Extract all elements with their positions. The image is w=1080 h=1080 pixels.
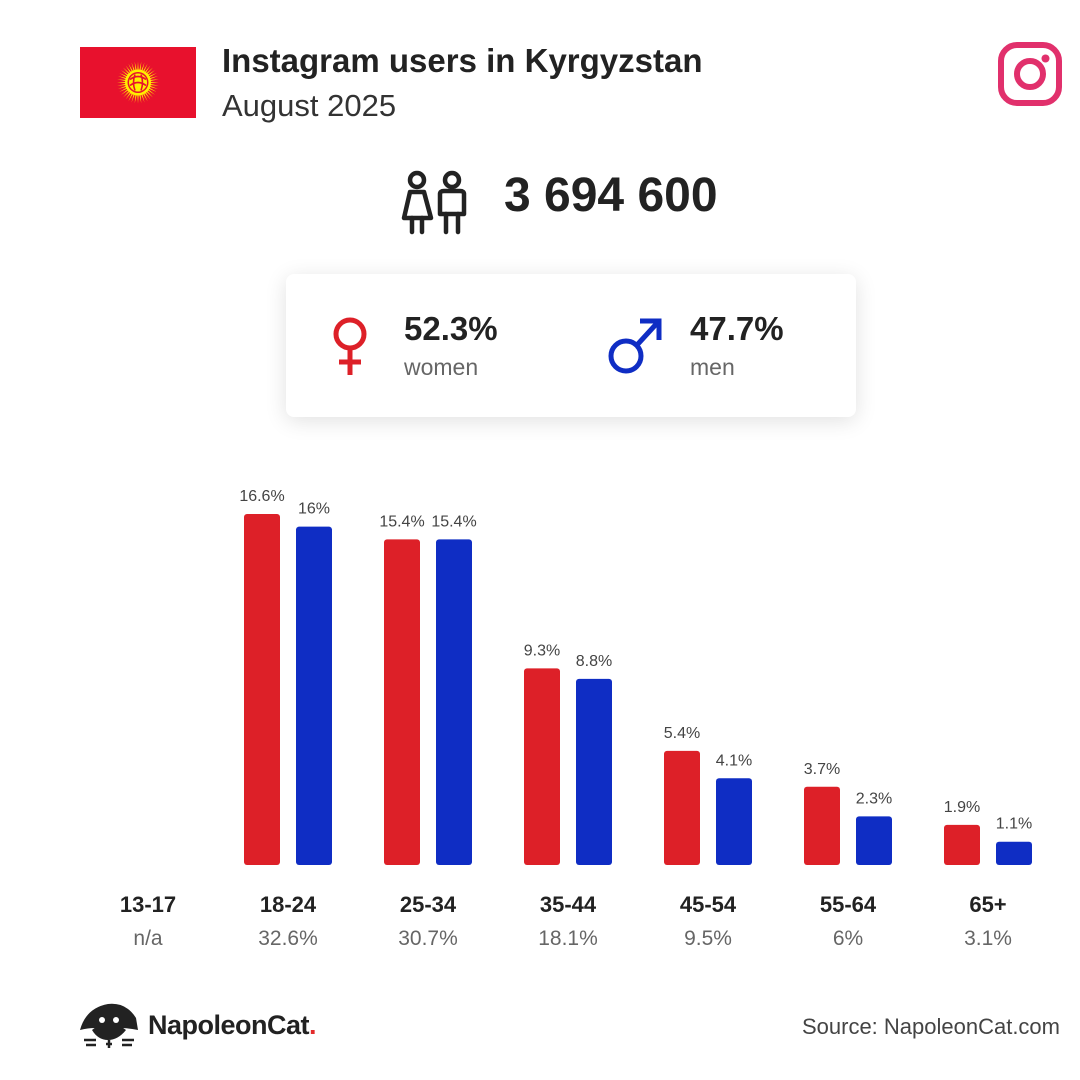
category-label-55-64: 55-64 [820, 892, 877, 917]
category-total-45-54: 9.5% [684, 927, 732, 950]
women-bar-65+ [944, 824, 980, 865]
men-value-label-45-54: 4.1% [716, 752, 752, 769]
women-value-label-65+: 1.9% [944, 799, 980, 816]
kyrgyzstan-flag-icon [80, 47, 196, 118]
source-note: Source: NapoleonCat.com [801, 1014, 1060, 1039]
female-symbol-icon [333, 317, 367, 375]
category-label-45-54: 45-54 [680, 892, 737, 917]
men-bar-35-44 [576, 678, 612, 865]
male-symbol-icon [608, 318, 662, 374]
men-percent: 47.7% [690, 310, 784, 347]
category-total-25-34: 30.7% [398, 927, 458, 950]
men-bar-65+ [996, 841, 1032, 865]
brand-text: NapoleonCat [148, 1010, 310, 1040]
women-value-label-55-64: 3.7% [804, 761, 840, 778]
women-bar-18-24 [244, 514, 280, 865]
women-percent: 52.3% [404, 310, 498, 347]
women-value-label-18-24: 16.6% [239, 488, 284, 505]
category-total-65+: 3.1% [964, 927, 1012, 950]
women-value-label-25-34: 15.4% [379, 513, 424, 530]
women-value-label-45-54: 5.4% [664, 725, 700, 742]
page-title: Instagram users in Kyrgyzstan [222, 42, 703, 79]
men-value-label-18-24: 16% [298, 501, 330, 518]
napoleoncat-logo-icon [80, 1003, 138, 1048]
brand-dot: . [309, 1010, 317, 1040]
women-bar-25-34 [384, 539, 420, 865]
women-bar-35-44 [524, 668, 560, 865]
brand-name: NapoleonCat. [148, 1010, 317, 1041]
gender-split-card: 52.3% women 47.7% men [286, 274, 856, 417]
category-label-13-17: 13-17 [120, 892, 176, 917]
men-bar-18-24 [296, 526, 332, 865]
men-value-label-65+: 1.1% [996, 816, 1032, 833]
instagram-icon [998, 42, 1062, 106]
women-value-label-35-44: 9.3% [524, 642, 560, 659]
men-bar-25-34 [436, 539, 472, 865]
category-label-25-34: 25-34 [400, 892, 457, 917]
women-bar-45-54 [664, 750, 700, 865]
men-value-label-25-34: 15.4% [431, 513, 476, 530]
category-total-13-17: n/a [133, 927, 163, 950]
category-label-35-44: 35-44 [540, 892, 597, 917]
age-gender-bar-chart: 13-17 n/a 16.6% 16% 18-24 32.6% 15.4% 15.4% 25-3… [120, 488, 1032, 950]
total-users-count: 3 694 600 [504, 169, 718, 222]
men-bar-55-64 [856, 816, 892, 865]
page-subtitle: August 2025 [222, 88, 397, 123]
women-label: women [404, 354, 479, 380]
category-total-35-44: 18.1% [538, 927, 598, 950]
men-value-label-35-44: 8.8% [576, 653, 612, 670]
men-bar-45-54 [716, 778, 752, 865]
men-value-label-55-64: 2.3% [856, 790, 892, 807]
category-label-18-24: 18-24 [260, 892, 317, 917]
women-bar-55-64 [804, 786, 840, 865]
category-label-65+: 65+ [969, 892, 1006, 917]
category-total-18-24: 32.6% [258, 927, 318, 950]
people-icon [401, 170, 467, 235]
category-total-55-64: 6% [833, 927, 863, 950]
men-label: men [690, 354, 735, 380]
